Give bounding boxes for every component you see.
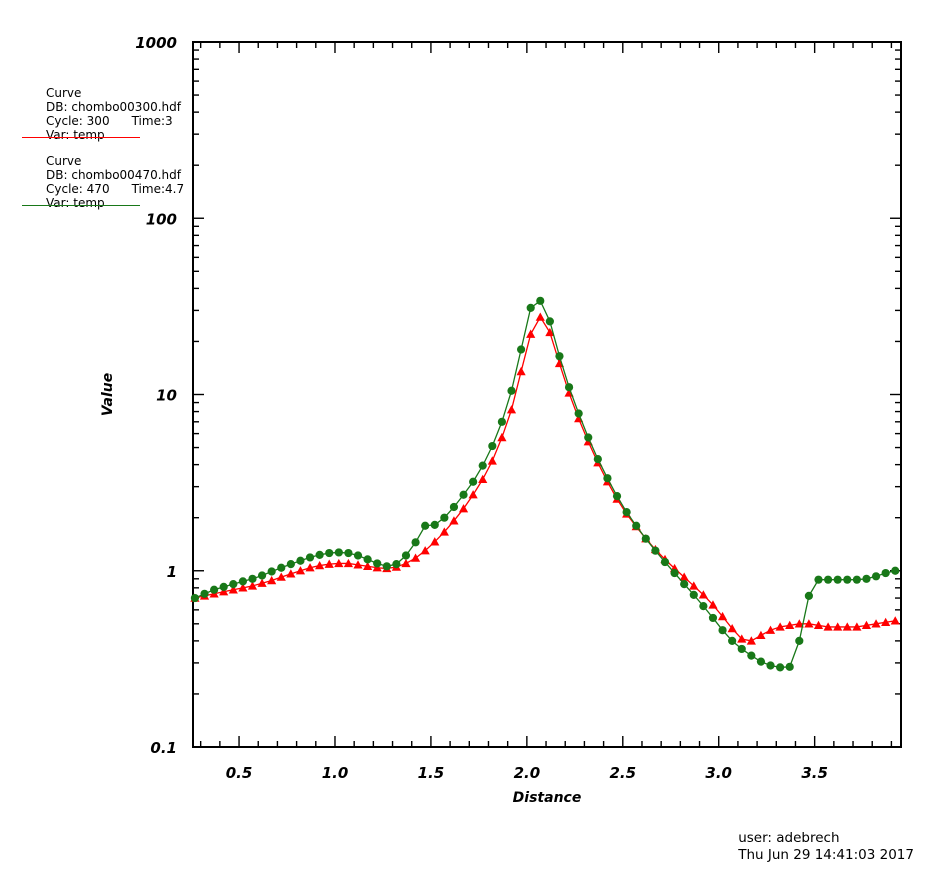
legend-entry-curve-1[interactable]: Curve DB: chombo00300.hdf Cycle: 300 Time… xyxy=(46,86,181,142)
legend-db-line: DB: chombo00300.hdf xyxy=(46,100,181,114)
y-tick-label: 1 xyxy=(167,563,177,581)
y-tick-label: 1000 xyxy=(135,34,177,52)
x-tick-label: 1.5 xyxy=(418,764,445,782)
legend-title: Curve xyxy=(46,86,82,100)
y-axis-tick-labels: 0.1 1 10 100 1000 xyxy=(135,34,177,757)
legend-time-label: Time: xyxy=(131,114,165,128)
footer-info: user: adebrech Thu Jun 29 14:41:03 2017 xyxy=(738,830,914,864)
legend-db-value: chombo00470.hdf xyxy=(71,168,181,182)
x-axis-title: Distance xyxy=(513,790,582,806)
y-tick-label: 0.1 xyxy=(150,739,177,757)
legend-db-label: DB: xyxy=(46,168,68,182)
x-tick-label: 2.5 xyxy=(609,764,636,782)
legend-entry-curve-2[interactable]: Curve DB: chombo00470.hdf Cycle: 470 Time… xyxy=(46,154,184,210)
legend-var-value: temp xyxy=(73,196,105,210)
footer-user-line: user: adebrech xyxy=(738,830,840,846)
y-axis-title: Value xyxy=(100,373,116,416)
legend-time-value: 3 xyxy=(165,114,173,128)
x-axis-tick-labels: 0.5 1.0 1.5 2.0 2.5 3.0 3.5 xyxy=(226,764,828,782)
y-tick-label: 100 xyxy=(146,210,177,228)
legend-var-line: Var: temp xyxy=(46,128,181,142)
y-tick-label: 10 xyxy=(156,387,177,405)
x-tick-label: 3.5 xyxy=(801,764,828,782)
legend-db-line: DB: chombo00470.hdf xyxy=(46,168,184,182)
legend-cycle-value: 470 xyxy=(86,182,110,196)
legend-cycle-value: 300 xyxy=(86,114,110,128)
legend-var-label: Var: xyxy=(46,128,70,142)
x-tick-label: 3.0 xyxy=(705,764,732,782)
legend-db-label: DB: xyxy=(46,100,68,114)
legend-time-value: 4.7 xyxy=(165,182,185,196)
legend-var-line: Var: temp xyxy=(46,196,184,210)
x-tick-label: 1.0 xyxy=(322,764,349,782)
legend-cycle-label: Cycle: xyxy=(46,182,83,196)
legend-title: Curve xyxy=(46,154,82,168)
legend-cycle-line: Cycle: 300 Time:3 xyxy=(46,114,181,128)
data-series-layer xyxy=(190,296,900,672)
legend-cycle-line: Cycle: 470 Time:4.7 xyxy=(46,182,184,196)
plot-frame xyxy=(192,41,902,748)
legend-var-value: temp xyxy=(73,128,105,142)
x-tick-label: 2.0 xyxy=(514,764,541,782)
series-1 xyxy=(190,312,900,645)
legend-var-label: Var: xyxy=(46,196,70,210)
y-axis-ticks xyxy=(193,41,901,748)
legend-cycle-label: Cycle: xyxy=(46,114,83,128)
x-axis-ticks xyxy=(199,42,893,747)
legend-db-value: chombo00300.hdf xyxy=(71,100,181,114)
legend-color-swatch-curve-1 xyxy=(22,137,140,138)
footer-date-line: Thu Jun 29 14:41:03 2017 xyxy=(738,847,914,863)
x-tick-label: 0.5 xyxy=(226,764,253,782)
series-2 xyxy=(190,296,900,672)
legend-time-label: Time: xyxy=(131,182,165,196)
legend-color-swatch-curve-2 xyxy=(22,205,140,206)
